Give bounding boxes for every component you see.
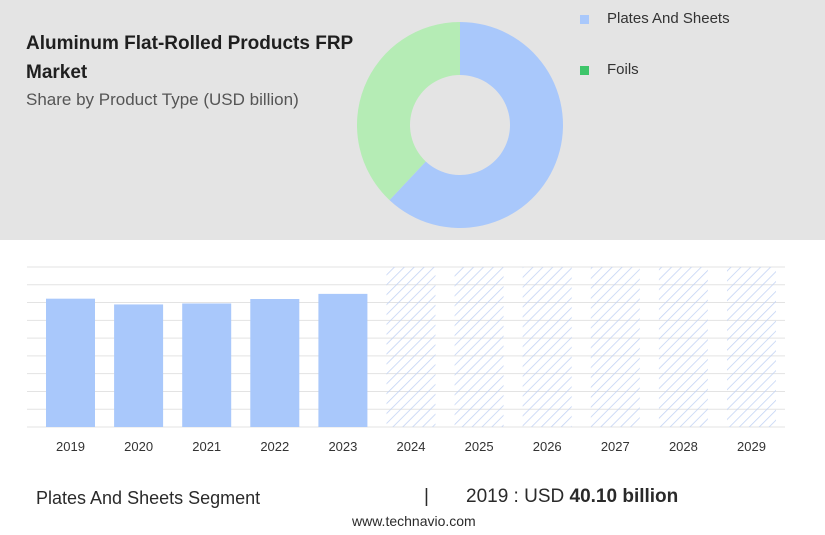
x-tick-label-2026: 2026 xyxy=(533,439,562,454)
bar-2019 xyxy=(46,298,95,427)
x-tick-label-2024: 2024 xyxy=(397,439,426,454)
forecast-bar-2025 xyxy=(454,267,504,427)
chart-subtitle: Share by Product Type (USD billion) xyxy=(26,90,299,109)
legend-label-plates-and-sheets: Plates And Sheets xyxy=(607,10,730,27)
source-link[interactable]: www.technavio.com xyxy=(352,513,476,529)
x-tick-label-2022: 2022 xyxy=(260,439,289,454)
footer-value-amount: 40.10 billion xyxy=(569,486,679,507)
forecast-bar-2028 xyxy=(658,267,708,427)
footer-separator: | xyxy=(424,486,429,507)
x-tick-label-2023: 2023 xyxy=(328,439,357,454)
footer-segment-label: Plates And Sheets Segment xyxy=(36,488,261,508)
x-tick-label-2028: 2028 xyxy=(669,439,698,454)
x-tick-label-2027: 2027 xyxy=(601,439,630,454)
legend-swatch-plates-and-sheets xyxy=(580,15,589,24)
legend-swatch-foils xyxy=(580,66,589,75)
x-tick-label-2019: 2019 xyxy=(56,439,85,454)
donut-chart xyxy=(357,22,563,228)
x-tick-label-2021: 2021 xyxy=(192,439,221,454)
footer-value-prefix: 2019 : USD xyxy=(466,486,565,507)
bar-2023 xyxy=(318,293,368,427)
footer-value: 2019 : USD 40.10 billion xyxy=(466,486,678,508)
forecast-bar-2027 xyxy=(590,267,640,427)
x-tick-label-2025: 2025 xyxy=(465,439,494,454)
legend-label-foils: Foils xyxy=(607,61,639,78)
bar-2022 xyxy=(250,299,300,427)
forecast-bar-2029 xyxy=(727,267,776,427)
forecast-bar-2024 xyxy=(386,267,436,427)
chart-title: Aluminum Flat-Rolled Products FRP Market xyxy=(26,33,353,83)
x-tick-label-2020: 2020 xyxy=(124,439,153,454)
donut-slice-foils xyxy=(357,22,460,201)
bar-2021 xyxy=(182,303,232,427)
bar-chart: 2019 2020 2021 2022 2023 2024 2025 2026 2027 2028… xyxy=(27,266,785,454)
bar-2020 xyxy=(114,304,164,427)
x-tick-label-2029: 2029 xyxy=(737,439,766,454)
forecast-bar-2026 xyxy=(522,267,572,427)
donut-slice-plates-and-sheets xyxy=(389,22,563,228)
